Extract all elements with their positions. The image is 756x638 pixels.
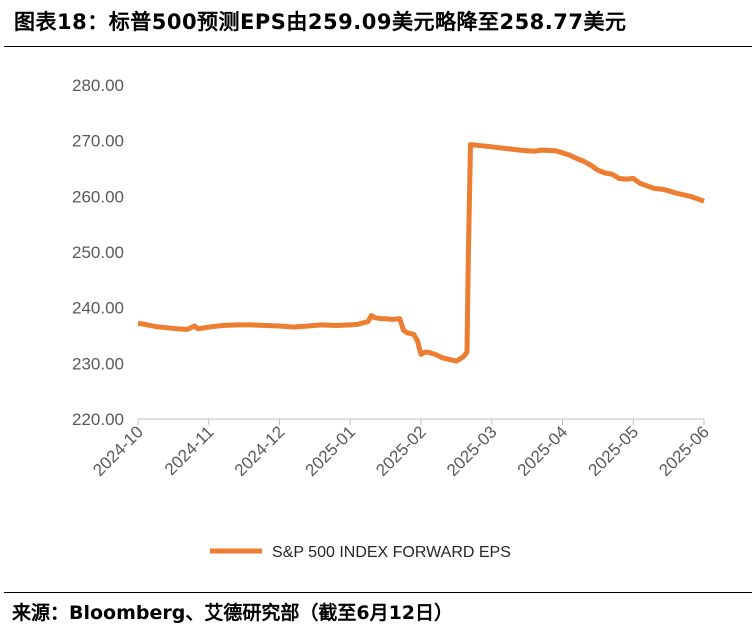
source-note: 来源：Bloomberg、艾德研究部（截至6月12日）	[12, 602, 454, 624]
x-tick-label: 2025-05	[585, 422, 643, 480]
x-tick-label: 2024-12	[231, 422, 289, 480]
x-axis-ticks	[137, 419, 705, 425]
y-tick-label: 270.00	[72, 132, 124, 151]
x-tick-label: 2025-02	[372, 422, 430, 480]
x-tick-label: 2025-04	[514, 422, 572, 480]
x-tick-label: 2025-06	[655, 422, 713, 480]
y-tick-label: 280.00	[72, 76, 124, 95]
chart-title: 图表18：标普500预测EPS由259.09美元略降至258.77美元	[14, 10, 627, 34]
x-tick-label: 2024-10	[89, 422, 147, 480]
y-tick-label: 220.00	[72, 410, 124, 429]
x-axis-labels: 2024-10 2024-11 2024-12 2025-01 2025-02 2025-…	[89, 422, 713, 480]
legend-label: S&P 500 INDEX FORWARD EPS	[272, 544, 511, 561]
source-divider	[4, 592, 752, 593]
y-tick-label: 230.00	[72, 354, 124, 373]
legend: S&P 500 INDEX FORWARD EPS	[210, 544, 511, 561]
series-line-sp500-forward-eps	[137, 142, 705, 364]
y-tick-label: 240.00	[72, 299, 124, 318]
x-tick-label: 2025-01	[302, 422, 360, 480]
y-tick-label: 250.00	[72, 243, 124, 262]
x-tick-label: 2024-11	[161, 422, 218, 479]
title-divider	[4, 46, 752, 47]
x-tick-label: 2025-03	[443, 422, 501, 480]
y-axis-labels: 220.00 230.00 240.00 250.00 260.00 270.00 280.…	[72, 76, 124, 429]
y-tick-label: 260.00	[72, 187, 124, 206]
